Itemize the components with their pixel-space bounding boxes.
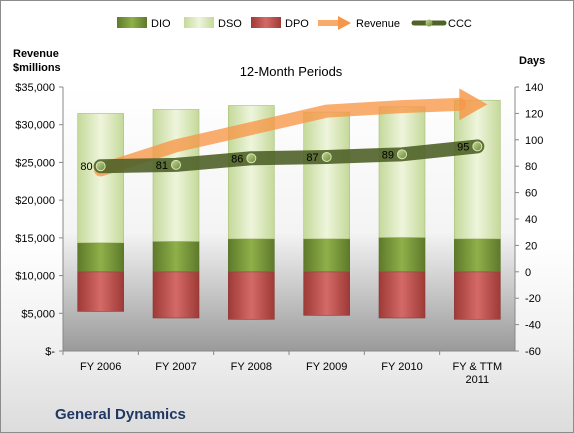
left-tick-label: $-	[45, 346, 55, 358]
category-label: FY 2009	[306, 361, 347, 373]
dso-bar	[454, 99, 501, 240]
category-label-line: FY 2006	[80, 361, 121, 373]
dpo-bar	[152, 271, 200, 319]
company-name: General Dynamics	[55, 406, 186, 423]
right-axis-title: Days	[519, 55, 545, 67]
category-label-line: FY 2007	[155, 361, 196, 373]
revenue-line	[94, 97, 466, 177]
ccc-data-label: 86	[231, 153, 243, 165]
dpo-bar	[454, 271, 501, 320]
plot-area	[63, 87, 515, 351]
category-label-line: FY 2008	[231, 361, 272, 373]
right-tick-label: 80	[525, 161, 537, 173]
category-label-line: FY 2010	[381, 361, 422, 373]
category-label-line: FY 2009	[306, 361, 347, 373]
ccc-line	[93, 139, 485, 174]
right-tick-label: 100	[525, 135, 543, 147]
dio-bar	[303, 238, 350, 273]
legend-label-dio: DIO	[151, 18, 171, 30]
right-tick-label: -20	[525, 293, 541, 305]
category-label: FY 2008	[231, 361, 272, 373]
ccc-series: 80 81 86 87 89 95	[80, 139, 485, 174]
dio-bar	[454, 238, 501, 273]
axes: $- $5,000 $10,000 $15,000 $20,000 $25,000 $30,…	[15, 82, 543, 386]
right-tick-label: 20	[525, 240, 537, 252]
left-tick-label: $20,000	[15, 195, 55, 207]
right-tick-label: 60	[525, 188, 537, 200]
dso-bar	[152, 109, 200, 242]
ccc-point	[321, 151, 332, 162]
category-label: FY 2010	[381, 361, 422, 373]
ccc-data-label: 80	[80, 161, 92, 173]
ccc-data-label: 87	[306, 152, 318, 164]
left-axis-title: Revenue $millions	[13, 48, 62, 74]
dpo-bar	[378, 271, 426, 319]
legend-swatch-dso	[184, 17, 214, 28]
dso-bar	[303, 111, 350, 240]
chart-title: 12-Month Periods	[240, 64, 343, 79]
legend-swatch-dio	[117, 17, 147, 28]
left-tick-label: $10,000	[15, 271, 55, 283]
left-tick-label: $5,000	[21, 308, 55, 320]
right-tick-label: 120	[525, 108, 543, 120]
ccc-point	[472, 141, 483, 152]
legend-swatch-revenue-head	[338, 16, 351, 30]
ccc-point	[95, 161, 106, 172]
right-tick-label: 40	[525, 214, 537, 226]
dso-bar	[378, 106, 426, 238]
dio-bar	[152, 241, 200, 273]
left-tick-label: $25,000	[15, 157, 55, 169]
dpo-bar	[77, 271, 124, 312]
legend-label-dpo: DPO	[285, 18, 309, 30]
legend-label-dso: DSO	[218, 18, 242, 30]
left-tick-label: $15,000	[15, 233, 55, 245]
right-tick-label: -40	[525, 320, 541, 332]
dio-bar	[77, 242, 124, 273]
ccc-data-label: 89	[382, 149, 394, 161]
dio-bar	[228, 238, 275, 273]
ccc-point	[397, 149, 407, 160]
right-tick-label: 140	[525, 82, 543, 94]
category-label: FY & TTM 2011	[452, 361, 502, 386]
ccc-data-label: 95	[457, 141, 469, 153]
legend: DIO DSO DPO Revenue CCC	[117, 16, 472, 30]
left-tick-label: $35,000	[15, 82, 55, 94]
dpo-bar	[303, 271, 350, 316]
dso-bar	[77, 113, 124, 244]
legend-swatch-ccc-dot	[425, 19, 433, 27]
revenue-arrowhead	[459, 88, 488, 121]
right-tick-label: -60	[525, 346, 541, 358]
revenue-series	[94, 88, 488, 177]
dio-bar	[378, 237, 426, 273]
category-label-line: 2011	[466, 374, 490, 386]
legend-swatch-dpo	[251, 17, 281, 28]
left-axis-title-line-2: $millions	[13, 62, 61, 74]
legend-label-revenue: Revenue	[356, 18, 400, 30]
dpo-bar	[228, 271, 275, 320]
ccc-point	[246, 153, 257, 164]
left-axis-title-line-1: Revenue	[13, 48, 59, 60]
right-tick-label: 0	[525, 267, 531, 279]
category-label: FY 2007	[155, 361, 196, 373]
category-label-line: FY & TTM	[452, 361, 502, 373]
left-tick-label: $30,000	[15, 120, 55, 132]
ccc-point	[171, 159, 181, 170]
category-label: FY 2006	[80, 361, 121, 373]
ccc-data-label: 81	[156, 160, 168, 172]
legend-label-ccc: CCC	[448, 18, 472, 30]
